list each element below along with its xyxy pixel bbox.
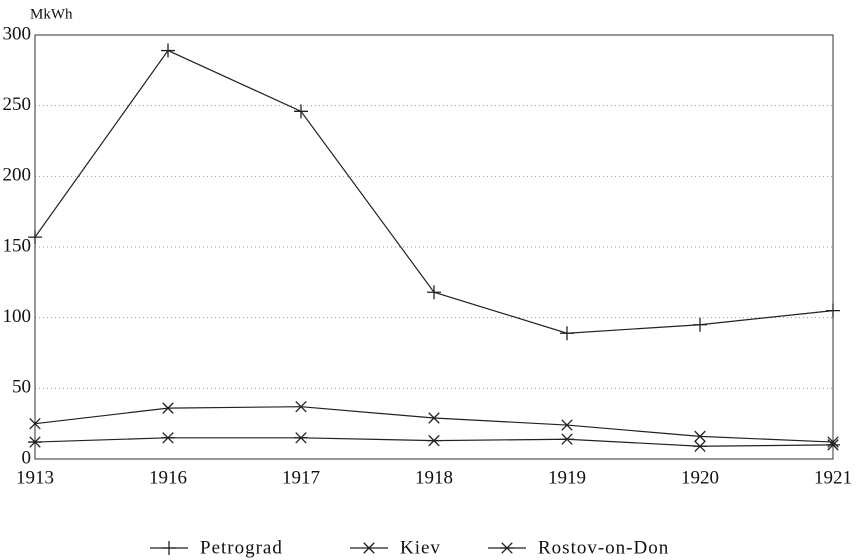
data-point (427, 434, 441, 447)
y-tick-label: 50 (12, 377, 31, 398)
legend-marker (500, 542, 514, 554)
y-tick-label: 0 (22, 447, 32, 468)
x-tick-label: 1917 (282, 467, 320, 488)
y-tick-label: 300 (3, 23, 32, 44)
x-tick-label: 1920 (681, 467, 719, 488)
data-point (29, 417, 41, 430)
legend-marker (162, 541, 176, 555)
data-point (826, 303, 840, 318)
data-point (162, 402, 174, 414)
data-point (161, 432, 175, 444)
data-point (28, 230, 42, 245)
y-tick-label: 150 (3, 235, 32, 256)
y-axis-label: MkWh (30, 6, 73, 22)
x-tick-label: 1913 (16, 467, 54, 488)
data-point (427, 285, 441, 300)
legend-label: Petrograd (200, 537, 283, 558)
data-point (826, 439, 840, 451)
data-point (428, 412, 440, 424)
x-tick-label: 1919 (548, 467, 586, 488)
legend-label: Kiev (400, 537, 441, 558)
x-tick-label: 1921 (814, 467, 852, 488)
series-line (34, 406, 834, 443)
y-tick-label: 200 (3, 165, 32, 186)
legend-label: Rostov-on-Don (538, 537, 669, 558)
x-tick-label: 1916 (149, 467, 187, 488)
data-point (827, 436, 839, 448)
data-point (294, 432, 308, 444)
data-point (161, 43, 175, 58)
data-point (693, 317, 707, 332)
y-tick-label: 100 (3, 306, 32, 327)
data-point (560, 326, 574, 341)
x-tick-label: 1918 (415, 467, 453, 488)
data-point (560, 433, 574, 445)
y-tick-label: 250 (3, 94, 32, 115)
data-point (28, 436, 42, 448)
series-line (34, 437, 834, 447)
data-point (693, 440, 707, 452)
data-point (694, 430, 706, 443)
data-point (295, 400, 307, 413)
data-point (294, 104, 308, 119)
data-point (561, 419, 573, 431)
plot-frame (34, 34, 834, 460)
legend-marker (363, 542, 375, 554)
